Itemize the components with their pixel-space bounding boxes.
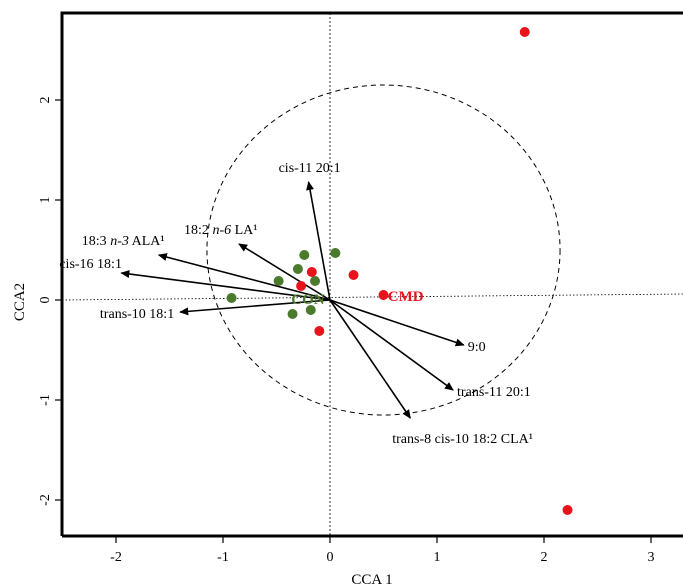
con-point <box>273 276 284 286</box>
con-point <box>287 309 298 319</box>
con-group-label: CON <box>291 292 325 308</box>
x-tick-label: 1 <box>434 550 441 565</box>
vector-label: 9:0 <box>468 340 486 355</box>
vector-label: cis-11 20:1 <box>279 161 341 176</box>
y-tick-label: -1 <box>38 394 53 406</box>
x-axis-label: CCA 1 <box>351 572 392 588</box>
vector-arrow <box>120 270 331 301</box>
con-point <box>305 305 316 315</box>
correlation-circle <box>206 84 561 416</box>
con-point <box>292 264 303 274</box>
vector-label: trans-8 cis-10 18:2 CLA¹ <box>392 432 533 447</box>
plot-frame <box>60 11 683 536</box>
vector-label: trans-10 18:1 <box>100 307 174 322</box>
cmd-point <box>562 505 573 515</box>
y-tick-label: -2 <box>38 494 53 506</box>
x-tick-label: 0 <box>327 550 334 565</box>
vector-label: trans-11 20:1 <box>457 385 531 400</box>
x-tick-label: 3 <box>648 550 655 565</box>
con-point <box>310 276 321 286</box>
cmd-point <box>296 281 307 291</box>
vector-arrow <box>238 243 331 301</box>
con-point <box>330 248 341 258</box>
x-tick-label: -2 <box>110 550 122 565</box>
x-tick-label: -1 <box>217 550 229 565</box>
y-axis-label: CCA2 <box>12 283 28 321</box>
vector-label: 18:3 n-3 ALA¹ <box>82 234 165 249</box>
vector-arrow <box>157 253 331 301</box>
vector-arrow <box>179 299 331 316</box>
zero-line-horizontal <box>62 293 683 301</box>
cmd-point <box>519 27 530 37</box>
cmd-point <box>348 270 359 280</box>
cmd-point <box>314 326 325 336</box>
cmd-point <box>306 267 317 277</box>
vector-arrow <box>306 181 331 301</box>
con-point <box>299 250 310 260</box>
vector-arrow <box>329 299 465 347</box>
x-tick-label: 2 <box>541 550 548 565</box>
y-tick-label: 0 <box>38 297 53 304</box>
y-tick-label: 1 <box>38 197 53 204</box>
y-tick-label: 2 <box>38 97 53 104</box>
cmd-group-label: CMD <box>388 289 424 305</box>
cmd-point <box>378 290 389 300</box>
con-point <box>226 293 237 303</box>
vector-arrow <box>329 299 454 391</box>
vector-label: 18:2 n-6 LA¹ <box>184 223 257 238</box>
vector-label: cis-16 18:1 <box>59 257 122 272</box>
vector-arrow <box>329 299 411 419</box>
